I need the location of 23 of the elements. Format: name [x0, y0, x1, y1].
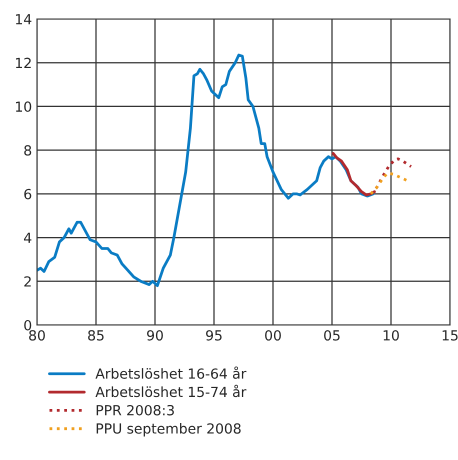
x-tick-label: 15 — [442, 330, 458, 341]
legend-label: PPR 2008:3 — [96, 404, 174, 416]
legend-label: Arbetslöshet 16-64 år — [95, 366, 246, 379]
y-tick-label: 4 — [24, 232, 32, 243]
y-tick-label: 14 — [16, 14, 32, 24]
x-tick-label: 90 — [147, 330, 163, 341]
legend-label: PPU september 2008 — [96, 423, 241, 436]
y-tick-label: 12 — [16, 58, 31, 68]
x-tick-label: 85 — [88, 330, 104, 341]
y-tick-label: 8 — [24, 145, 32, 156]
y-tick-label: 10 — [16, 101, 32, 112]
y-tick-label: 2 — [24, 276, 31, 287]
x-tick-label: 80 — [29, 330, 45, 341]
y-tick-label: 6 — [24, 188, 32, 200]
x-tick-label: 00 — [265, 330, 281, 341]
x-tick-label: 95 — [206, 330, 222, 341]
line-series — [332, 152, 376, 196]
line-series — [370, 172, 409, 196]
x-tick-label: 10 — [384, 330, 399, 341]
y-tick-label: 0 — [24, 320, 32, 330]
x-tick-label: 05 — [324, 330, 340, 341]
legend-label: Arbetslöshet 15-74 år — [95, 384, 246, 398]
line-series — [37, 54, 375, 288]
